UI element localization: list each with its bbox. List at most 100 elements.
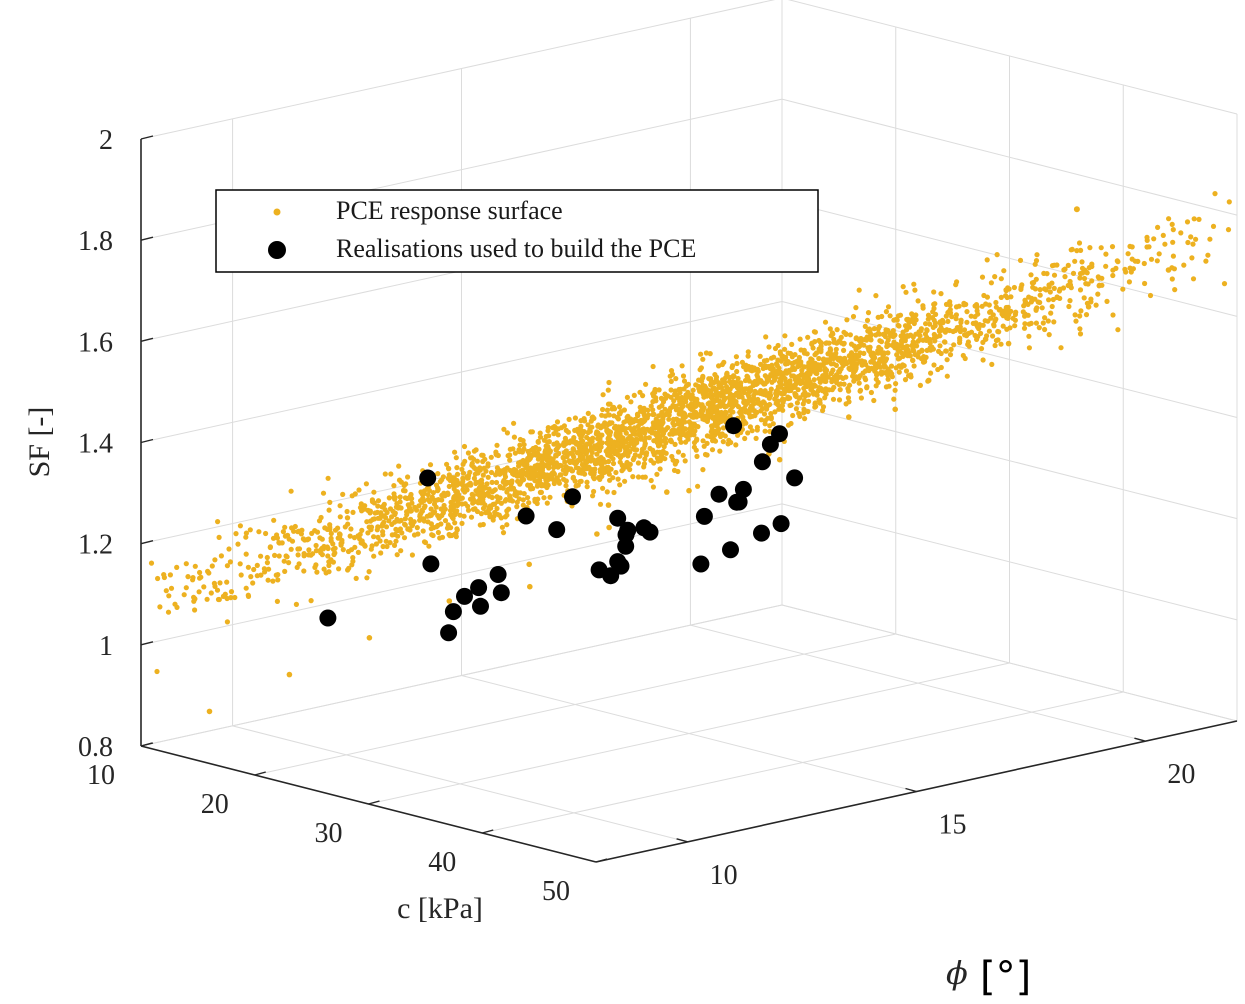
realisation-point <box>710 485 728 503</box>
pce-point <box>326 562 332 569</box>
pce-point <box>1080 270 1086 276</box>
pce-point <box>209 563 215 569</box>
pce-point <box>460 487 466 493</box>
pce-point <box>590 474 596 480</box>
x-tick-label: 40 <box>428 847 456 878</box>
pce-point <box>943 348 949 354</box>
pce-point <box>366 524 372 530</box>
pce-point <box>468 514 475 520</box>
pce-point <box>398 517 404 524</box>
pce-point <box>768 372 774 378</box>
pce-point <box>842 360 848 366</box>
pce-point <box>1037 287 1043 293</box>
pce-point <box>871 397 877 404</box>
pce-point <box>818 343 824 350</box>
pce-point <box>1026 345 1032 351</box>
pce-point <box>466 482 472 488</box>
pce-point <box>857 388 863 394</box>
pce-point <box>328 530 334 537</box>
pce-point <box>405 474 411 480</box>
pce-point <box>615 476 621 482</box>
pce-point <box>421 491 427 497</box>
pce-point <box>1205 252 1211 258</box>
pce-point <box>256 529 262 535</box>
z-tick-label: 1.6 <box>78 327 113 358</box>
pce-point <box>901 336 907 342</box>
pce-point <box>1190 276 1197 282</box>
pce-point <box>628 399 634 405</box>
pce-point <box>375 524 381 530</box>
pce-point <box>598 425 604 431</box>
pce-point <box>597 501 604 507</box>
pce-point <box>1103 251 1109 257</box>
pce-point <box>767 392 774 399</box>
pce-point <box>657 449 663 455</box>
pce-point <box>321 566 327 572</box>
pce-point <box>719 361 726 368</box>
pce-point <box>564 451 570 457</box>
pce-point <box>795 374 801 380</box>
pce-point <box>1123 269 1129 275</box>
pce-point <box>779 403 786 409</box>
pce-point <box>774 368 780 374</box>
pce-point <box>216 596 222 603</box>
pce-point <box>626 448 632 454</box>
pce-point <box>426 487 432 494</box>
pce-point <box>741 405 748 411</box>
pce-point <box>856 380 862 386</box>
pce-point <box>435 488 441 494</box>
pce-point <box>409 500 415 506</box>
pce-point <box>938 291 944 297</box>
pce-point <box>470 506 476 512</box>
pce-point <box>570 459 576 465</box>
pce-point <box>668 378 674 384</box>
pce-point <box>306 552 312 558</box>
pce-point <box>737 410 744 416</box>
pce-point <box>808 359 815 365</box>
pce-point <box>415 531 421 537</box>
pce-point <box>340 491 346 497</box>
z-tick-label: 0.8 <box>78 732 113 763</box>
pce-point <box>407 495 413 501</box>
pce-point <box>359 527 365 534</box>
pce-point <box>544 500 550 506</box>
pce-point <box>988 309 994 315</box>
pce-point <box>427 498 433 504</box>
pce-point <box>748 407 754 413</box>
pce-point <box>561 423 568 429</box>
pce-point <box>853 347 859 353</box>
pce-point <box>1085 304 1092 310</box>
pce-point <box>1039 305 1045 311</box>
pce-point <box>609 420 615 426</box>
pce-point <box>578 434 585 440</box>
realisation-point <box>419 469 437 487</box>
pce-point <box>617 482 623 488</box>
realisation-point <box>619 521 637 539</box>
pce-point <box>972 303 978 309</box>
pce-point <box>522 470 528 476</box>
pce-point <box>373 541 379 547</box>
pce-point <box>994 252 1000 258</box>
pce-point <box>670 427 676 433</box>
pce-point <box>420 528 426 534</box>
pce-point <box>573 465 580 471</box>
pce-point <box>886 383 892 389</box>
pce-point <box>847 332 854 338</box>
pce-point <box>662 406 668 412</box>
pce-point <box>606 412 612 418</box>
pce-point <box>624 394 631 400</box>
pce-point <box>417 512 423 518</box>
pce-point <box>753 435 759 441</box>
pce-point <box>562 459 568 465</box>
pce-point <box>449 532 455 539</box>
realisation-point <box>753 453 771 471</box>
pce-point <box>551 423 558 430</box>
pce-point <box>699 378 705 384</box>
pce-point <box>785 350 791 356</box>
pce-point <box>683 392 689 398</box>
pce-point <box>157 604 163 610</box>
pce-point <box>355 549 361 556</box>
pce-point <box>698 351 704 357</box>
pce-point <box>863 377 869 383</box>
pce-point <box>563 483 569 489</box>
